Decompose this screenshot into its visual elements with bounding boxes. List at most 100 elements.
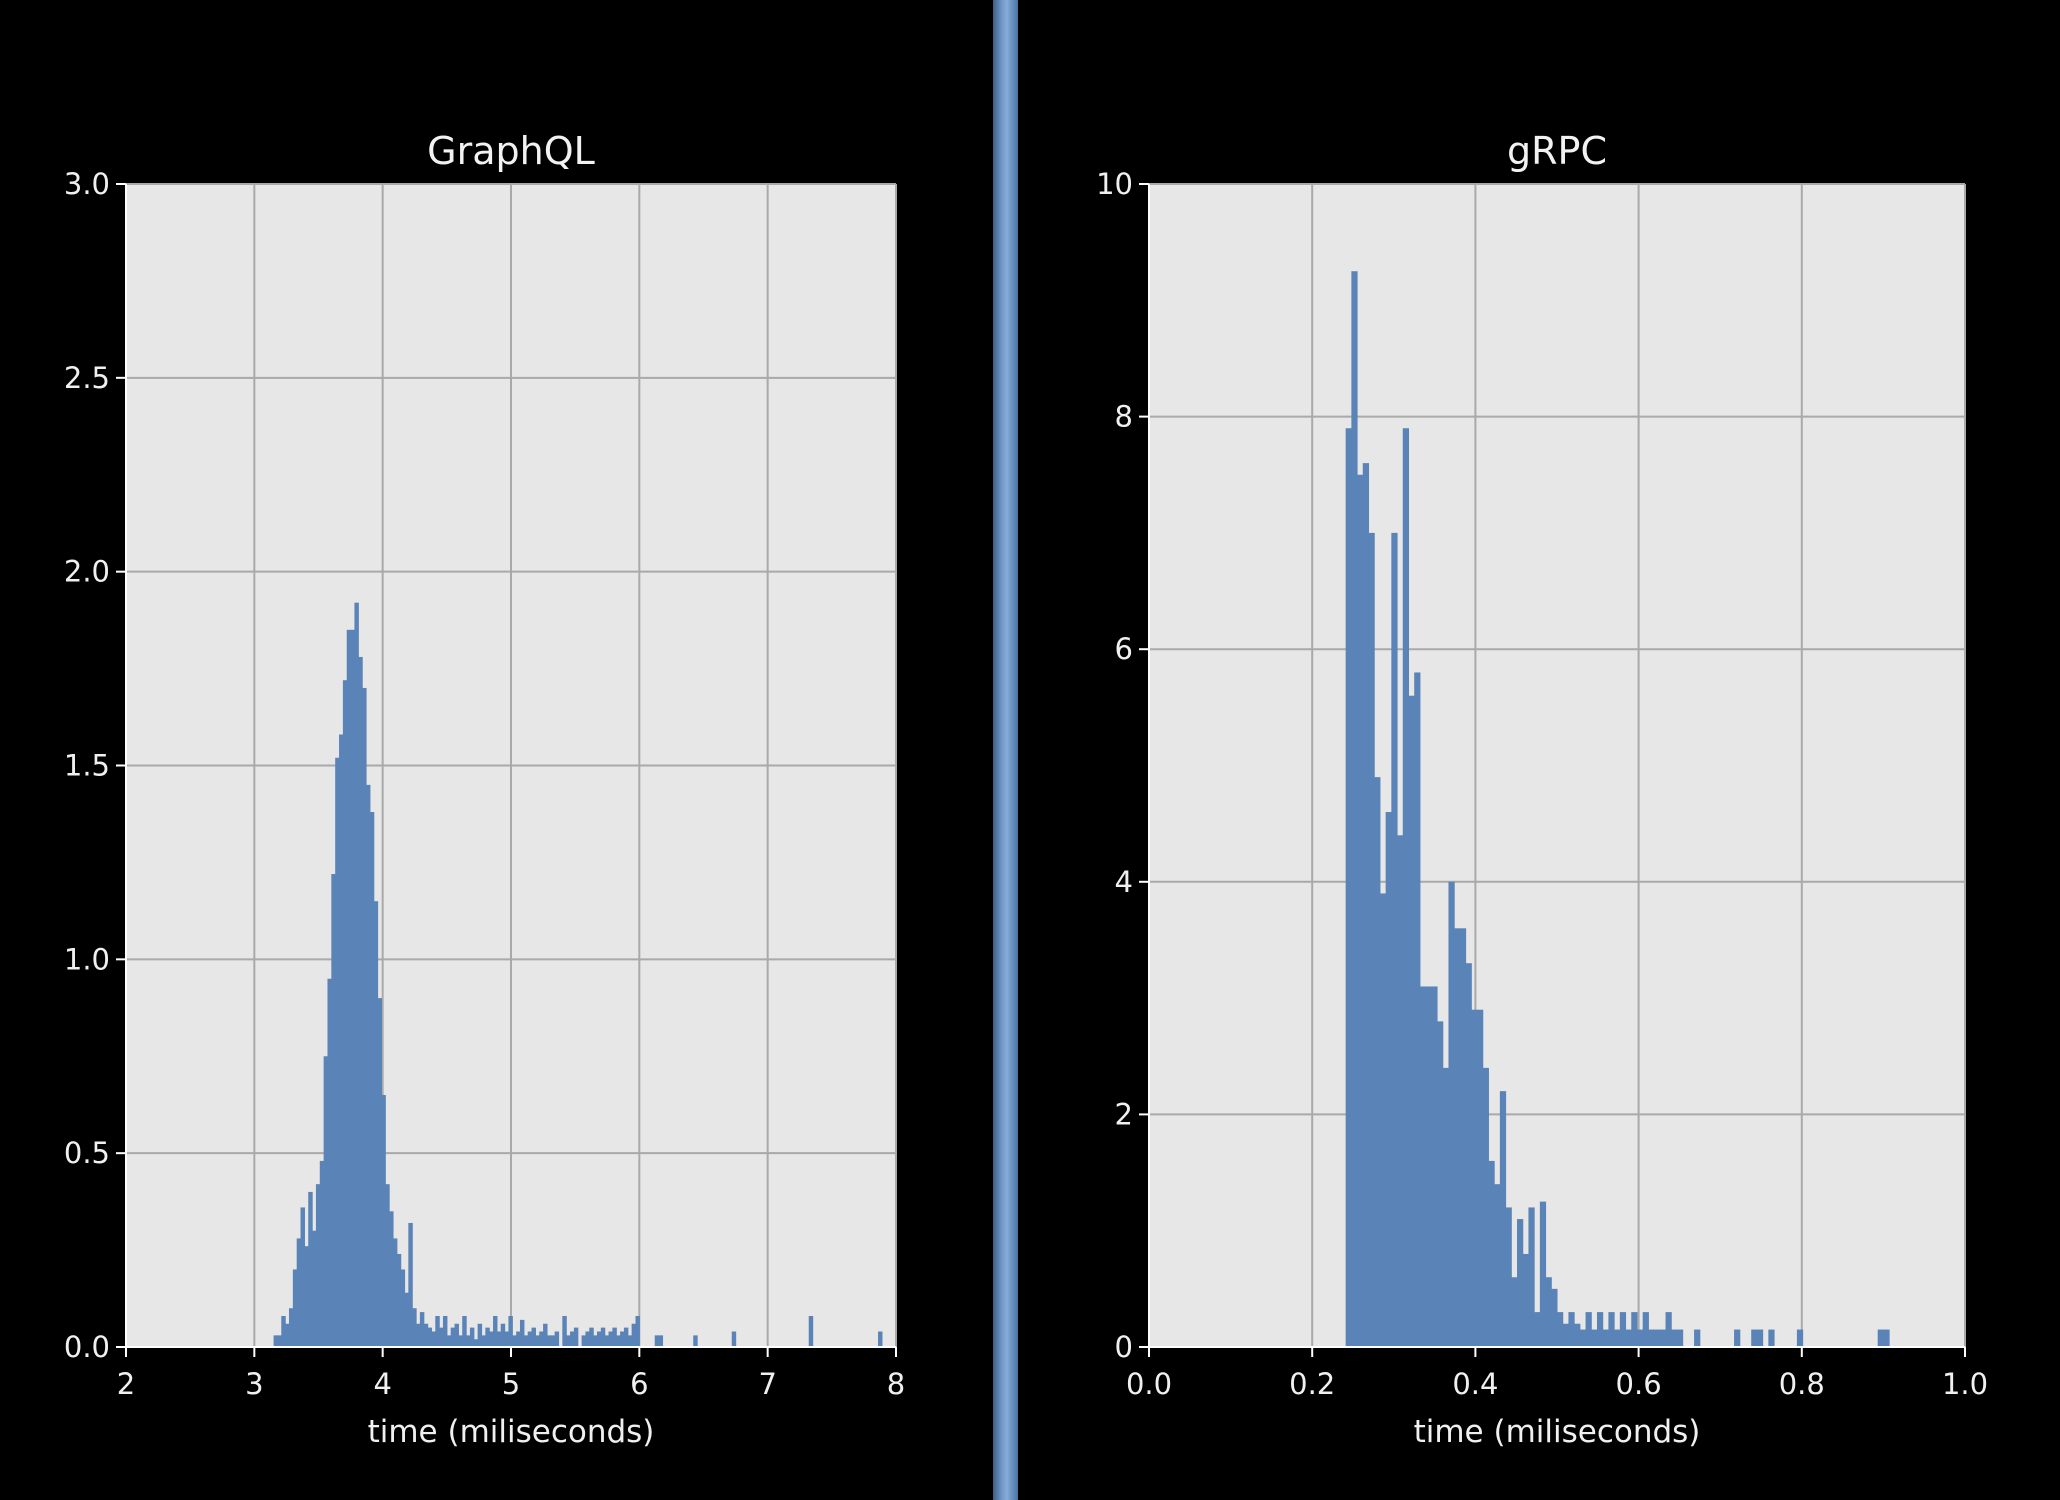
histogram-bar bbox=[1402, 428, 1410, 1348]
histogram-bar bbox=[693, 1335, 698, 1347]
histogram-bar bbox=[1602, 1329, 1609, 1347]
histogram-bar bbox=[1459, 928, 1467, 1347]
histogram-bar bbox=[373, 901, 379, 1347]
histogram-bar bbox=[562, 1315, 567, 1347]
histogram-bar bbox=[516, 1331, 521, 1347]
y-tick-label: 2.0 bbox=[64, 555, 110, 589]
histogram-bar bbox=[342, 680, 348, 1347]
histogram-bar bbox=[1385, 812, 1392, 1347]
histogram-bar bbox=[1528, 1207, 1535, 1347]
histogram-bar bbox=[1442, 1067, 1449, 1347]
histogram-bar bbox=[1477, 1009, 1484, 1347]
graphql-title: GraphQL bbox=[427, 129, 595, 173]
histogram-bar bbox=[446, 1335, 452, 1347]
x-axis-label: time (miliseconds) bbox=[368, 1414, 655, 1450]
histogram-bar bbox=[381, 1095, 386, 1347]
histogram-bar bbox=[1636, 1329, 1644, 1347]
histogram-bar bbox=[377, 998, 382, 1347]
histogram-bar bbox=[500, 1323, 506, 1347]
x-tick-label: 3 bbox=[245, 1367, 263, 1401]
y-tick-label: 8 bbox=[1115, 400, 1133, 434]
histogram-bar bbox=[612, 1327, 617, 1347]
histogram-bar bbox=[1648, 1329, 1655, 1347]
histogram-bar bbox=[1614, 1329, 1621, 1347]
histogram-bar bbox=[477, 1323, 483, 1347]
y-tick-label: 0.5 bbox=[64, 1136, 110, 1170]
histogram-bar bbox=[304, 1246, 309, 1347]
histogram-bar bbox=[1574, 1323, 1581, 1347]
histogram-bar bbox=[566, 1335, 571, 1347]
x-tick-label: 4 bbox=[373, 1367, 391, 1401]
histogram-bar bbox=[1494, 1184, 1501, 1347]
histogram-bar bbox=[1482, 1067, 1489, 1347]
histogram-bar bbox=[1608, 1312, 1615, 1347]
histogram-bar bbox=[1345, 428, 1352, 1348]
histogram-bar bbox=[404, 1292, 409, 1347]
histogram-bar bbox=[466, 1335, 471, 1347]
histogram-bar bbox=[1562, 1323, 1569, 1347]
histogram-bar bbox=[523, 1335, 529, 1347]
x-tick-label: 0.4 bbox=[1452, 1367, 1498, 1401]
grpc-histogram: 0.0 0.2 0.4 0.6 0.8 1.0 0 2 4 6 8 10 gRPC time (milis… bbox=[1096, 129, 1988, 1450]
histogram-bar bbox=[527, 1331, 533, 1347]
histogram-bar bbox=[600, 1327, 606, 1347]
histogram-bar bbox=[431, 1331, 436, 1347]
histogram-bar bbox=[362, 687, 367, 1347]
histogram-bar bbox=[1671, 1329, 1678, 1347]
histogram-bar bbox=[454, 1323, 459, 1347]
histogram-bar bbox=[462, 1315, 467, 1347]
histogram-bar bbox=[1437, 1021, 1444, 1347]
histogram-bar bbox=[458, 1335, 463, 1347]
histogram-bar bbox=[654, 1335, 660, 1347]
y-tick-label: 3.0 bbox=[64, 167, 110, 201]
histogram-bar bbox=[427, 1327, 433, 1347]
histogram-bar bbox=[493, 1315, 498, 1347]
x-tick-label: 0.0 bbox=[1126, 1367, 1172, 1401]
histogram-bar bbox=[365, 784, 371, 1347]
y-tick-label: 6 bbox=[1115, 632, 1133, 666]
histogram-bar bbox=[450, 1327, 456, 1347]
histogram-bar bbox=[1751, 1329, 1758, 1347]
histogram-bar bbox=[308, 1191, 313, 1347]
histogram-bar bbox=[435, 1315, 440, 1347]
histogram-bar bbox=[1374, 777, 1381, 1347]
histogram-bar bbox=[1465, 963, 1472, 1347]
window-divider[interactable] bbox=[993, 0, 1018, 1500]
histogram-bar bbox=[604, 1335, 610, 1347]
histogram-bar bbox=[1545, 1277, 1552, 1347]
histogram-bar bbox=[323, 1056, 329, 1347]
histogram-bar bbox=[277, 1335, 282, 1347]
histogram-bar bbox=[1557, 1312, 1564, 1347]
histogram-bar bbox=[273, 1335, 279, 1347]
histogram-bar bbox=[573, 1327, 579, 1347]
bars-group bbox=[273, 602, 883, 1347]
histogram-bar bbox=[1539, 1201, 1547, 1347]
histogram-bar bbox=[481, 1335, 486, 1347]
histogram-bar bbox=[1357, 474, 1364, 1347]
histogram-bar bbox=[485, 1327, 490, 1347]
histogram-bar bbox=[1471, 1009, 1478, 1347]
y-tick-label: 0 bbox=[1115, 1330, 1133, 1364]
y-tick-label: 0.0 bbox=[64, 1330, 110, 1364]
histogram-bar bbox=[1351, 271, 1358, 1348]
x-tick-label: 7 bbox=[758, 1367, 776, 1401]
histogram-bar bbox=[1756, 1329, 1764, 1347]
histogram-bar bbox=[354, 602, 359, 1347]
histogram-bar bbox=[1654, 1329, 1661, 1347]
y-tick-label: 4 bbox=[1115, 865, 1133, 899]
histogram-bar bbox=[1676, 1329, 1684, 1347]
histogram-bar bbox=[1877, 1329, 1884, 1347]
histogram-bar bbox=[731, 1331, 737, 1347]
x-tick-label: 0.2 bbox=[1289, 1367, 1335, 1401]
histogram-bar bbox=[300, 1207, 305, 1347]
x-tick-label: 1.0 bbox=[1942, 1367, 1988, 1401]
histogram-bar bbox=[585, 1331, 590, 1347]
histogram-bar bbox=[335, 757, 340, 1347]
histogram-bar bbox=[1534, 1312, 1541, 1347]
histogram-bar bbox=[408, 1222, 413, 1347]
histogram-bar bbox=[281, 1315, 286, 1347]
x-tick-label: 8 bbox=[887, 1367, 905, 1401]
x-tick-label: 6 bbox=[630, 1367, 648, 1401]
histogram-bar bbox=[581, 1335, 587, 1347]
